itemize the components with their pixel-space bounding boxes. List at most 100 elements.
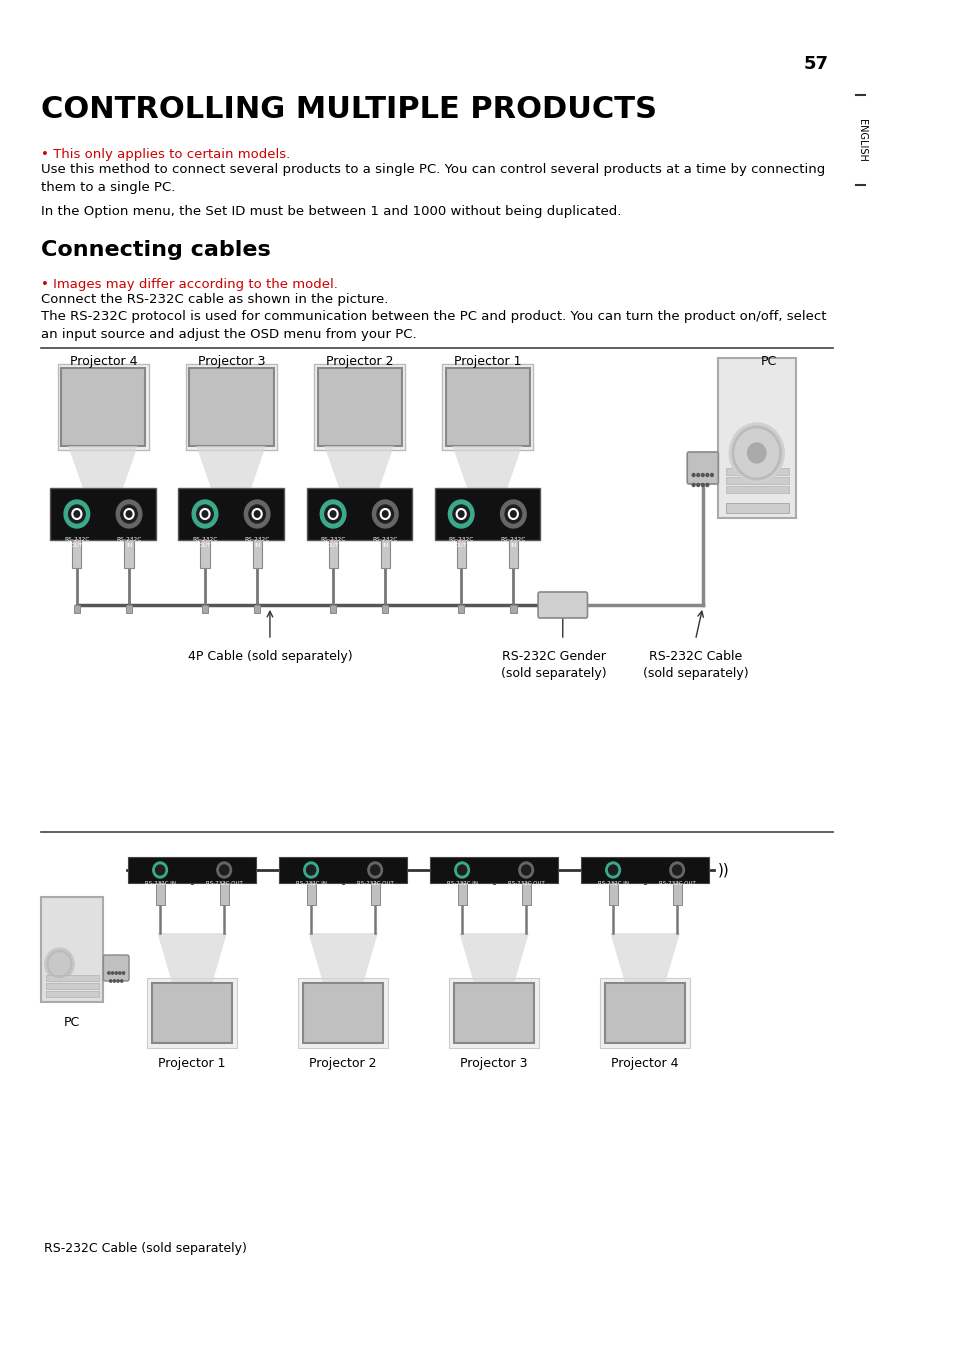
Circle shape	[705, 483, 708, 486]
Circle shape	[116, 500, 142, 528]
FancyBboxPatch shape	[725, 468, 788, 475]
Circle shape	[110, 980, 112, 982]
FancyBboxPatch shape	[72, 540, 81, 567]
Circle shape	[692, 474, 695, 477]
FancyBboxPatch shape	[580, 857, 708, 883]
Text: Projector 1: Projector 1	[454, 355, 521, 368]
FancyBboxPatch shape	[178, 487, 283, 540]
Circle shape	[376, 505, 393, 523]
FancyBboxPatch shape	[508, 540, 517, 567]
Polygon shape	[324, 445, 394, 487]
Circle shape	[244, 500, 270, 528]
Circle shape	[219, 865, 229, 875]
Text: CONTROLLING MULTIPLE PRODUCTS: CONTROLLING MULTIPLE PRODUCTS	[41, 95, 657, 125]
Circle shape	[216, 862, 232, 877]
Text: The RS-232C protocol is used for communication between the PC and product. You c: The RS-232C protocol is used for communi…	[41, 310, 826, 341]
Text: PC: PC	[64, 1016, 80, 1029]
Circle shape	[696, 483, 699, 486]
Text: • Images may differ according to the model.: • Images may differ according to the mod…	[41, 278, 337, 291]
FancyBboxPatch shape	[537, 592, 587, 617]
FancyBboxPatch shape	[380, 540, 390, 567]
Polygon shape	[610, 933, 679, 983]
Polygon shape	[308, 933, 377, 983]
FancyBboxPatch shape	[128, 857, 256, 883]
FancyBboxPatch shape	[126, 605, 132, 613]
Circle shape	[700, 474, 703, 477]
Circle shape	[117, 980, 119, 982]
FancyBboxPatch shape	[190, 368, 274, 445]
FancyBboxPatch shape	[521, 883, 530, 904]
FancyBboxPatch shape	[456, 540, 465, 567]
Text: RS-232C IN: RS-232C IN	[597, 881, 628, 886]
Circle shape	[112, 972, 113, 974]
FancyBboxPatch shape	[152, 983, 233, 1043]
Circle shape	[113, 980, 115, 982]
FancyBboxPatch shape	[41, 896, 103, 1002]
Text: • This only applies to certain models.: • This only applies to certain models.	[41, 148, 290, 161]
Text: Projector 3: Projector 3	[460, 1057, 527, 1070]
FancyBboxPatch shape	[330, 605, 336, 613]
Text: Projector 3: Projector 3	[197, 355, 265, 368]
FancyBboxPatch shape	[279, 857, 407, 883]
Text: ENGLISH: ENGLISH	[856, 119, 866, 161]
FancyBboxPatch shape	[457, 883, 466, 904]
FancyBboxPatch shape	[672, 883, 681, 904]
Circle shape	[457, 865, 466, 875]
Text: Projector 1: Projector 1	[158, 1057, 226, 1070]
FancyBboxPatch shape	[449, 978, 538, 1048]
Polygon shape	[68, 445, 137, 487]
FancyBboxPatch shape	[454, 983, 534, 1043]
Text: RS-232C
IN: RS-232C IN	[373, 538, 397, 548]
Polygon shape	[459, 933, 528, 983]
Text: RS-232C OUT: RS-232C OUT	[659, 881, 695, 886]
FancyBboxPatch shape	[46, 983, 99, 988]
Circle shape	[121, 505, 137, 523]
FancyBboxPatch shape	[202, 605, 208, 613]
Text: RS-232C IN: RS-232C IN	[145, 881, 175, 886]
Text: RS-232C OUT: RS-232C OUT	[206, 881, 242, 886]
Circle shape	[692, 483, 695, 486]
Polygon shape	[196, 445, 266, 487]
Text: RS-232C IN: RS-232C IN	[446, 881, 477, 886]
FancyBboxPatch shape	[124, 540, 133, 567]
Circle shape	[455, 862, 469, 877]
FancyBboxPatch shape	[253, 605, 260, 613]
Circle shape	[192, 500, 217, 528]
FancyBboxPatch shape	[599, 978, 689, 1048]
FancyBboxPatch shape	[306, 487, 412, 540]
FancyBboxPatch shape	[314, 364, 405, 450]
Circle shape	[45, 948, 74, 980]
Circle shape	[696, 474, 699, 477]
Text: RS-232C Gender
(sold separately): RS-232C Gender (sold separately)	[500, 650, 606, 680]
Circle shape	[152, 862, 168, 877]
FancyBboxPatch shape	[317, 368, 401, 445]
FancyBboxPatch shape	[725, 502, 788, 513]
FancyBboxPatch shape	[370, 883, 379, 904]
FancyBboxPatch shape	[718, 357, 795, 519]
Circle shape	[306, 865, 315, 875]
Text: PC: PC	[760, 355, 776, 368]
FancyBboxPatch shape	[51, 487, 155, 540]
FancyBboxPatch shape	[381, 605, 388, 613]
FancyBboxPatch shape	[608, 883, 617, 904]
FancyBboxPatch shape	[186, 364, 277, 450]
Text: RS-232C OUT: RS-232C OUT	[507, 881, 544, 886]
Circle shape	[605, 862, 619, 877]
Circle shape	[303, 862, 318, 877]
Circle shape	[249, 505, 265, 523]
Text: 57: 57	[802, 56, 827, 73]
Text: Projector 2: Projector 2	[326, 355, 393, 368]
Circle shape	[325, 505, 341, 523]
Circle shape	[500, 500, 526, 528]
Text: RS-232C Cable
(sold separately): RS-232C Cable (sold separately)	[642, 650, 747, 680]
Circle shape	[608, 865, 617, 875]
Circle shape	[69, 505, 85, 523]
FancyBboxPatch shape	[604, 983, 684, 1043]
FancyBboxPatch shape	[328, 540, 337, 567]
Circle shape	[669, 862, 683, 877]
Text: RS-232C
OUT: RS-232C OUT	[448, 538, 474, 548]
Circle shape	[119, 972, 121, 974]
FancyBboxPatch shape	[430, 857, 558, 883]
Text: Use this method to connect several products to a single PC. You can control seve: Use this method to connect several produ…	[41, 162, 824, 194]
Text: RS-232C
OUT: RS-232C OUT	[193, 538, 217, 548]
